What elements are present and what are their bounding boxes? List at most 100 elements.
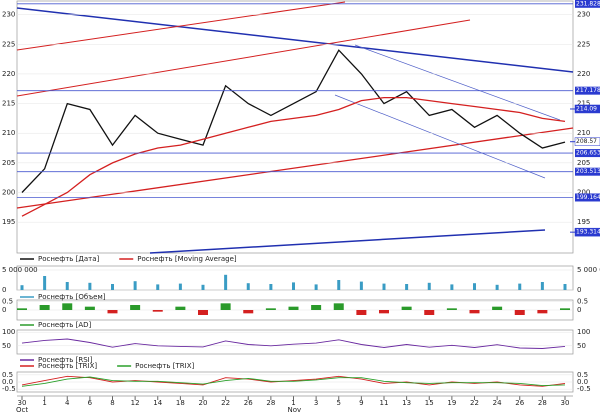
- y-tick-label: 195: [577, 218, 590, 226]
- bar: [495, 284, 499, 290]
- y-tick-label: -0.5: [577, 385, 591, 393]
- y-tick-label: 210: [2, 129, 15, 137]
- trend-line: [16, 127, 574, 209]
- bar: [156, 284, 160, 290]
- x-tick-label: 30: [561, 399, 570, 407]
- level-label: 203.513: [576, 168, 600, 175]
- y-tick-label: 5 000 000: [2, 266, 38, 274]
- bar: [88, 282, 92, 290]
- y-tick-label: -0.5: [2, 385, 16, 393]
- y-tick-label: 205: [2, 159, 15, 167]
- level-label: 199.164: [576, 194, 600, 201]
- x-tick-label: 1: [291, 399, 295, 407]
- bar: [540, 282, 544, 290]
- marker-label: 193.314: [576, 229, 600, 236]
- y-tick-label: 200: [577, 189, 590, 197]
- bar: [337, 280, 341, 290]
- bar: [220, 303, 231, 310]
- bar: [427, 282, 431, 290]
- bar: [292, 282, 295, 290]
- channel-line: [354, 44, 561, 121]
- bar: [563, 284, 567, 290]
- main-frame: [16, 0, 574, 254]
- bar: [39, 305, 50, 310]
- trend-lines: [16, 1, 574, 254]
- y-tick-label: 195: [2, 218, 15, 226]
- series-line: [21, 49, 566, 193]
- bar: [269, 284, 273, 290]
- marker-label: 214.09: [576, 105, 597, 112]
- bar: [469, 310, 480, 314]
- y-tick-label: 100: [2, 328, 15, 336]
- bar: [224, 274, 228, 290]
- trend-line: [16, 1, 346, 51]
- marker-label-box: [574, 227, 600, 237]
- bar: [201, 284, 205, 290]
- x-tick-label: 22: [221, 399, 230, 407]
- x-tick-label: 4: [65, 399, 70, 407]
- bar: [65, 282, 69, 290]
- y-tick-label: 0: [577, 306, 581, 314]
- bar: [450, 284, 454, 290]
- bar: [178, 283, 182, 290]
- level-label: 231.828: [576, 0, 600, 7]
- bar: [560, 308, 570, 310]
- level-label: 217.178: [576, 87, 600, 94]
- y-tick-label: 215: [577, 100, 590, 108]
- series-line: [21, 375, 566, 387]
- month-label: Nov: [288, 406, 302, 413]
- bar: [246, 283, 250, 290]
- channel-line: [334, 94, 546, 179]
- y-tick-label: 50: [2, 342, 11, 350]
- y-tick-label: 0.5: [2, 371, 13, 379]
- bar: [424, 310, 435, 315]
- y-tick-label: 5 000 000: [577, 266, 600, 274]
- x-tick-label: 20: [199, 399, 208, 407]
- level-label-box: [575, 149, 600, 158]
- x-tick-label: 5: [337, 399, 341, 407]
- x-tick-label: 28: [266, 399, 275, 407]
- x-tick-label: 30: [18, 399, 27, 407]
- legend-label: Роснефть [Объем]: [38, 293, 106, 301]
- y-tick-label: 0.0: [577, 378, 588, 386]
- trend-line: [149, 229, 546, 254]
- bar: [401, 306, 412, 310]
- marker-label: 208.57: [576, 138, 597, 145]
- bar: [518, 283, 522, 290]
- level-label-box: [575, 193, 600, 202]
- y-tick-label: 200: [2, 189, 15, 197]
- legend-label: Роснефть [AD]: [38, 321, 92, 329]
- bar: [382, 283, 386, 290]
- bar: [20, 285, 24, 290]
- level-label-box: [575, 86, 600, 95]
- x-tick-label: 13: [402, 399, 411, 407]
- x-tick-label: 18: [176, 399, 185, 407]
- x-tick-label: 6: [88, 399, 93, 407]
- marker-label-box: [574, 137, 600, 146]
- series-line: [21, 96, 566, 217]
- bar: [473, 283, 476, 290]
- level-label: 206.653: [576, 150, 600, 157]
- y-tick-label: 0.5: [2, 298, 13, 306]
- x-tick-label: 22: [470, 399, 479, 407]
- y-tick-label: 220: [2, 70, 15, 78]
- bar: [405, 284, 409, 290]
- legend-label: Роснефть [Дата]: [38, 255, 100, 263]
- y-tick-label: 220: [577, 70, 590, 78]
- bar: [111, 284, 114, 290]
- series-line: [21, 338, 566, 349]
- bar: [288, 306, 299, 310]
- bar: [359, 281, 363, 290]
- bar: [243, 310, 254, 314]
- x-tick-label: 9: [359, 399, 363, 407]
- trend-line: [16, 7, 574, 73]
- bar: [311, 305, 322, 310]
- bar: [133, 281, 137, 290]
- bar: [152, 310, 163, 312]
- y-tick-label: 0: [2, 286, 6, 294]
- legend-label: Роснефть [RSI]: [38, 356, 93, 364]
- y-tick-label: 0.5: [577, 298, 588, 306]
- x-tick-label: 1: [42, 399, 46, 407]
- y-tick-label: 205: [577, 159, 590, 167]
